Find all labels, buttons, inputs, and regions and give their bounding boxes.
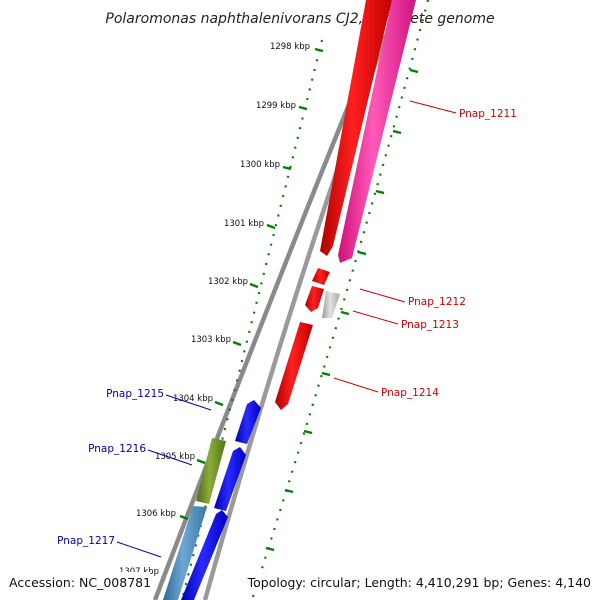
gene-label-pnap-1215[interactable]: Pnap_1215 xyxy=(106,388,164,400)
gene-arrow-pnap-1217-secondary[interactable] xyxy=(181,510,228,600)
leader-pnap-1213 xyxy=(352,310,399,325)
leader-pnap-1217 xyxy=(116,541,162,558)
leader-pnap-1212 xyxy=(359,288,406,303)
tick-label: 1298 kbp xyxy=(270,42,310,52)
tick-mark xyxy=(409,68,419,74)
tick-mark xyxy=(179,514,189,521)
tick-label: 1305 kbp xyxy=(155,452,195,462)
tick-mark xyxy=(298,105,308,111)
map-title: Polaromonas naphthalenivorans CJ2, compl… xyxy=(105,11,494,27)
tick-label: 1306 kbp xyxy=(136,509,176,519)
topology-text: Topology: circular; Length: 4,410,291 bp… xyxy=(247,575,591,590)
tick-mark xyxy=(265,546,275,552)
gene-arrow-pnap-1211-secondary[interactable] xyxy=(338,0,416,263)
tick-mark xyxy=(284,488,294,494)
tick-label: 1303 kbp xyxy=(191,335,231,345)
tick-mark xyxy=(321,371,331,377)
gene-arrow-pnap-1216-secondary[interactable] xyxy=(214,447,246,511)
tick-mark xyxy=(392,129,402,135)
label-leaders xyxy=(116,100,457,558)
tick-mark xyxy=(249,282,259,289)
gene-arrow-pnap-1216[interactable] xyxy=(196,438,226,504)
gene-pnap-1211[interactable] xyxy=(320,0,416,263)
tick-label: 1299 kbp xyxy=(256,101,296,111)
tick-mark xyxy=(232,340,242,347)
gene-arrow-pnap-1215[interactable] xyxy=(235,400,261,444)
gene-arrow-pnap-1212-a[interactable] xyxy=(312,268,330,285)
gene-pnap-1214[interactable] xyxy=(275,322,313,410)
gene-pnap-1213[interactable] xyxy=(322,291,340,318)
gene-label-pnap-1214[interactable]: Pnap_1214 xyxy=(381,387,439,399)
footer-right-bg xyxy=(256,572,596,592)
leader-pnap-1211 xyxy=(409,100,457,114)
gene-label-pnap-1213[interactable]: Pnap_1213 xyxy=(401,319,459,331)
gene-arrow-pnap-1211[interactable] xyxy=(320,0,392,256)
gene-pnap-1216[interactable] xyxy=(196,438,246,511)
tick-mark xyxy=(214,400,224,407)
gene-arrow-pnap-1212-b[interactable] xyxy=(305,286,324,312)
tick-label: 1301 kbp xyxy=(224,219,264,229)
footer-left-bg xyxy=(4,572,150,592)
genome-backbone-outer xyxy=(202,0,403,600)
gene-pnap-1215[interactable] xyxy=(235,400,261,444)
tick-mark xyxy=(196,458,206,465)
gene-label-pnap-1216[interactable]: Pnap_1216 xyxy=(88,443,146,455)
tick-label: 1304 kbp xyxy=(173,394,213,404)
accession-text: Accession: NC_008781 xyxy=(9,575,151,590)
gene-label-pnap-1212[interactable]: Pnap_1212 xyxy=(408,296,466,308)
leader-pnap-1215 xyxy=(165,394,212,411)
gene-arrow-pnap-1213[interactable] xyxy=(322,291,340,318)
gene-pnap-1217[interactable] xyxy=(163,506,228,600)
gene-arrow-pnap-1214[interactable] xyxy=(275,322,313,410)
tick-mark xyxy=(282,165,292,171)
tick-mark xyxy=(314,47,324,53)
major-ticks xyxy=(179,47,324,521)
tick-labels: 1298 kbp 1299 kbp 1300 kbp 1301 kbp 1302… xyxy=(119,42,310,577)
tick-mark xyxy=(375,189,385,195)
tick-mark xyxy=(357,250,367,256)
tick-ring-outer xyxy=(250,0,430,600)
outer-ticks xyxy=(265,68,419,552)
tick-mark xyxy=(303,429,313,435)
tick-label: 1302 kbp xyxy=(208,277,248,287)
leader-pnap-1214 xyxy=(333,377,379,393)
tick-mark xyxy=(340,310,350,316)
tick-mark xyxy=(266,223,276,230)
leader-pnap-1216 xyxy=(147,449,193,466)
gene-arrow-pnap-1217[interactable] xyxy=(163,506,207,600)
gene-pnap-1212[interactable] xyxy=(305,268,330,312)
gene-label-pnap-1217[interactable]: Pnap_1217 xyxy=(57,535,115,547)
tick-label: 1300 kbp xyxy=(240,160,280,170)
gene-label-pnap-1211[interactable]: Pnap_1211 xyxy=(459,108,517,120)
gene-labels: Pnap_1211 Pnap_1212 Pnap_1213 Pnap_1214 … xyxy=(57,108,517,547)
